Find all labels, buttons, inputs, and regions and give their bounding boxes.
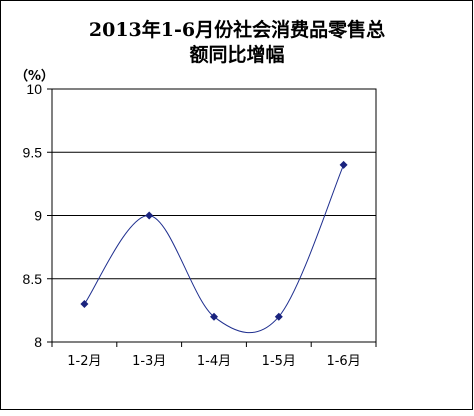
- y-tick-label-0: 8: [34, 334, 42, 350]
- x-axis-ticks: 1-2月 1-3月 1-4月 1-5月 1-6月: [51, 342, 377, 369]
- data-point-4: [339, 160, 348, 169]
- data-point-1: [145, 211, 154, 220]
- y-tick-label-2: 9: [34, 208, 42, 224]
- chart-title-line-2: 额同比增幅: [189, 43, 284, 66]
- x-tick-label-3: 1-5月: [262, 354, 296, 369]
- y-tick-label-4: 10: [26, 81, 42, 97]
- y-axis-ticks: 8 8.5 9 9.5 10: [23, 81, 52, 350]
- grid-layer: [52, 151, 376, 280]
- series-layer: [80, 160, 348, 334]
- y-axis-unit-label: （%）: [15, 68, 54, 84]
- y-tick-label-1: 8.5: [23, 271, 43, 287]
- data-point-2: [210, 312, 218, 321]
- x-tick-label-0: 1-2月: [67, 354, 101, 369]
- data-point-0: [80, 300, 89, 309]
- x-tick-label-2: 1-4月: [197, 354, 231, 369]
- chart-title-line-1: 2013年1-6月份社会消费品零售总: [89, 18, 385, 41]
- data-point-3: [274, 312, 283, 321]
- x-tick-label-1: 1-3月: [132, 354, 166, 369]
- y-tick-label-3: 9.5: [23, 144, 43, 160]
- x-tick-label-4: 1-6月: [326, 354, 360, 369]
